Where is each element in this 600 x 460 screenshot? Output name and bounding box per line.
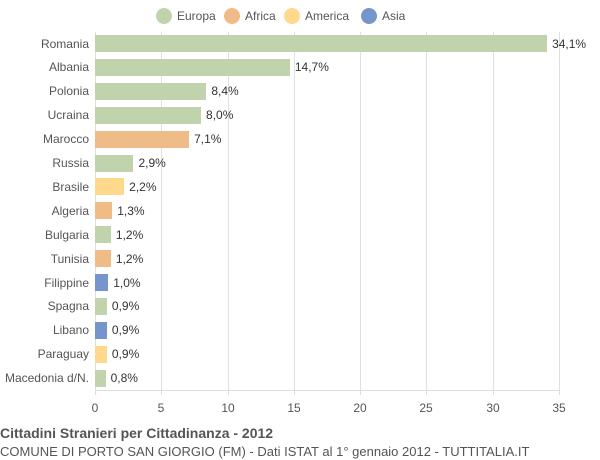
category-label: Tunisia <box>50 251 89 266</box>
value-label: 0,9% <box>111 347 140 362</box>
value-label: 8,0% <box>206 108 234 123</box>
x-axis-tick-label: 5 <box>157 401 165 415</box>
category-label: Ucraina <box>47 108 89 123</box>
bar-spagna[interactable] <box>95 297 107 315</box>
legend-item-europa[interactable]: Europa <box>156 6 216 26</box>
legend-swatch-icon <box>156 8 172 24</box>
value-label: 1,3% <box>117 203 145 218</box>
bar-brasile[interactable] <box>95 178 125 196</box>
x-axis-tick-label: 35 <box>552 401 566 415</box>
legend-item-america[interactable]: America <box>284 6 349 26</box>
category-label: Spagna <box>47 299 89 314</box>
value-label: 0,8% <box>110 371 138 386</box>
value-label: 1,2% <box>115 251 144 266</box>
x-axis-tick <box>228 390 229 395</box>
category-label: Macedonia d/N. <box>4 371 89 386</box>
bar-romania[interactable] <box>95 35 548 52</box>
x-axis-tick <box>161 390 162 395</box>
x-axis-tick <box>559 390 560 395</box>
gridline <box>294 32 295 390</box>
category-label: Albania <box>48 60 89 75</box>
x-axis-tick <box>426 390 427 395</box>
gridline <box>228 32 229 390</box>
bar-algeria[interactable] <box>95 202 113 220</box>
bar-filippine[interactable] <box>95 274 109 291</box>
value-label: 14,7% <box>294 60 329 75</box>
category-label: Bulgaria <box>44 227 89 242</box>
bar-albania[interactable] <box>95 58 290 76</box>
gridline <box>426 32 427 390</box>
bar-polonia[interactable] <box>95 82 207 100</box>
x-axis-tick <box>493 390 494 395</box>
x-axis-tick-label: 10 <box>221 401 235 415</box>
gridline <box>493 32 494 390</box>
bar-marocco[interactable] <box>95 130 190 148</box>
legend-label: Europa <box>177 9 216 23</box>
value-label: 0,9% <box>111 299 140 314</box>
category-label: Russia <box>52 156 89 170</box>
bar-ucraina[interactable] <box>95 106 202 124</box>
chart-legend: Europa Africa America Asia <box>0 6 600 26</box>
value-label: 1,0% <box>113 275 141 290</box>
value-label: 2,2% <box>129 179 157 194</box>
legend-item-asia[interactable]: Asia <box>361 6 405 26</box>
x-axis-tick-label: 0 <box>91 401 99 415</box>
x-axis-tick <box>360 390 361 395</box>
category-label: Paraguay <box>37 347 89 362</box>
x-axis-tick-label: 20 <box>353 401 367 415</box>
category-label: Brasile <box>52 179 89 194</box>
plot-area: 0 5 10 15 20 25 30 35 Romania 34,1% Albania 14,7% Po… <box>4 32 587 415</box>
category-label: Algeria <box>51 203 89 218</box>
x-axis-tick-label: 15 <box>287 401 301 415</box>
bar-tunisia[interactable] <box>95 250 111 268</box>
gridline <box>360 32 361 390</box>
value-label: 1,2% <box>115 227 144 242</box>
gridline <box>161 32 162 390</box>
category-label: Romania <box>40 36 89 51</box>
bar-bulgaria[interactable] <box>95 226 111 244</box>
x-axis-tick <box>294 390 295 395</box>
category-label: Marocco <box>42 132 89 147</box>
category-label: Libano <box>52 323 89 338</box>
value-label: 2,9% <box>138 156 166 170</box>
chart-title: Cittadini Stranieri per Cittadinanza - 2… <box>0 425 274 441</box>
value-label: 34,1% <box>552 36 587 51</box>
category-label: Filippine <box>44 275 89 290</box>
chart-subtitle: COMUNE DI PORTO SAN GIORGIO (FM) - Dati … <box>0 444 530 459</box>
value-label: 0,9% <box>111 323 140 338</box>
legend-label: Asia <box>382 9 406 23</box>
bar-macedonia-d-n-[interactable] <box>95 369 106 387</box>
legend-label: Africa <box>245 9 276 23</box>
value-label: 8,4% <box>211 84 239 99</box>
x-axis-line <box>95 390 560 391</box>
bar-russia[interactable] <box>95 154 134 172</box>
legend-item-africa[interactable]: Africa <box>224 6 276 26</box>
x-axis-tick-label: 25 <box>419 401 433 415</box>
legend-swatch-icon <box>224 8 240 24</box>
legend-swatch-icon <box>361 8 377 24</box>
value-label: 7,1% <box>194 132 222 147</box>
gridline <box>559 32 560 390</box>
bar-paraguay[interactable] <box>95 345 107 363</box>
bar-libano[interactable] <box>95 321 107 339</box>
x-axis-tick-label: 30 <box>486 401 500 415</box>
category-label: Polonia <box>48 84 89 99</box>
legend-swatch-icon <box>284 8 300 24</box>
legend-label: America <box>305 9 350 23</box>
x-axis-tick <box>95 390 96 395</box>
